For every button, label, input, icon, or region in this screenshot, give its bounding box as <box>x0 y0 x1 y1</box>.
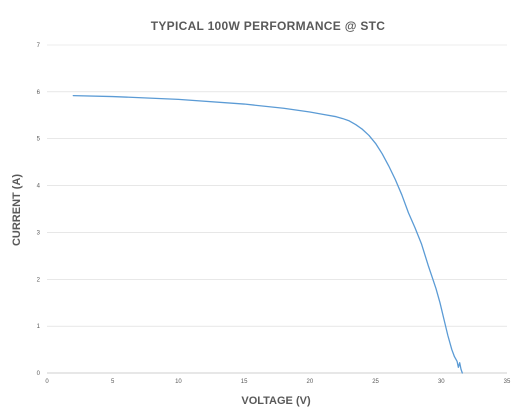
series-layer <box>72 94 463 374</box>
x-tick-label: 30 <box>438 379 445 385</box>
y-tick-label: 6 <box>37 90 41 96</box>
x-tick-label: 25 <box>372 379 379 385</box>
chart-title: TYPICAL 100W PERFORMANCE @ STC <box>151 19 386 33</box>
x-tick-label: 35 <box>504 379 511 385</box>
x-axis-title: VOLTAGE (V) <box>241 395 311 407</box>
x-tick-label: 20 <box>307 379 314 385</box>
y-tick-label: 2 <box>37 277 41 283</box>
series-line-0 <box>72 94 463 374</box>
y-tick-label: 7 <box>37 43 41 49</box>
x-tick-label: 10 <box>175 379 182 385</box>
y-tick-label: 5 <box>37 137 41 143</box>
y-axis-title: CURRENT (A) <box>11 174 23 246</box>
grid-lines <box>47 44 507 327</box>
y-tick-label: 3 <box>37 230 41 236</box>
y-tick-label: 1 <box>37 324 41 330</box>
x-tick-label: 5 <box>111 379 115 385</box>
y-tick-label: 4 <box>37 184 41 190</box>
y-tick-label: 0 <box>37 371 41 377</box>
x-tick-label: 15 <box>241 379 248 385</box>
x-tick-label: 0 <box>45 379 49 385</box>
tick-labels: 0 1 2 3 4 5 6 7 0 5 10 15 20 25 30 35 <box>37 43 511 385</box>
